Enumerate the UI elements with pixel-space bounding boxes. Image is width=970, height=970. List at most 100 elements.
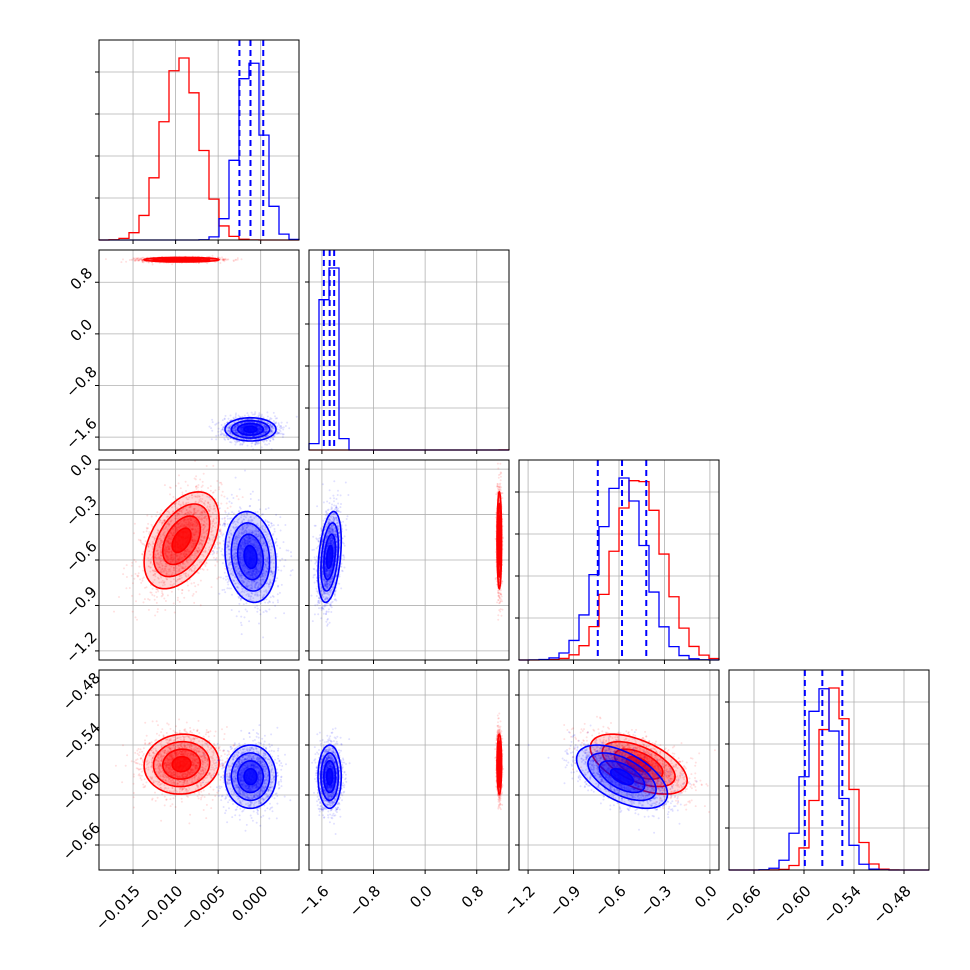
panel-grid <box>725 670 929 874</box>
red-contour <box>497 755 501 774</box>
panel-frame <box>728 669 930 871</box>
panel-frame <box>308 669 510 871</box>
scatter-panel-3-1 <box>311 712 505 835</box>
y-tick-label: −0.9 <box>62 583 100 621</box>
y-tick-label: 0.8 <box>67 264 97 294</box>
panel-grid <box>515 460 719 664</box>
blue-contour <box>243 544 258 570</box>
blue-density-fill <box>326 768 333 785</box>
panel-frame <box>518 459 720 661</box>
blue-contour <box>320 522 340 592</box>
x-tick-label: −0.9 <box>546 882 584 920</box>
red-contour <box>589 733 689 795</box>
scatter-panel-2-0 <box>113 460 294 639</box>
red-contour <box>613 748 664 781</box>
blue-contour <box>317 744 343 810</box>
y-tick-label: −1.2 <box>62 628 100 666</box>
y-tick-label: −0.48 <box>59 669 104 714</box>
y-tick-label: −0.6 <box>62 537 100 575</box>
x-axis-labels-3: −0.66 −0.60 −0.54 −0.48 <box>720 882 915 927</box>
y-tick-label: 0.0 <box>67 451 97 481</box>
x-tick-label: 0.8 <box>458 882 488 912</box>
histogram-panel-3 <box>729 670 929 871</box>
x-tick-label: −0.6 <box>591 882 629 920</box>
blue-contour <box>587 752 657 802</box>
x-axis-labels-2: −1.2 −0.9 −0.6 −0.3 0.0 <box>500 882 720 920</box>
red-contour <box>161 257 202 262</box>
blue-contour <box>325 544 334 570</box>
blue-histogram <box>99 62 300 241</box>
x-tick-label: −0.60 <box>770 882 815 927</box>
blue-contour <box>322 533 337 581</box>
x-tick-label: −0.005 <box>177 882 229 934</box>
blue-contour <box>575 744 669 810</box>
red-contour <box>171 755 192 773</box>
blue-histogram <box>729 688 929 871</box>
x-tick-label: −1.2 <box>500 882 538 920</box>
blue-density-fill <box>244 768 257 785</box>
red-contour <box>143 491 220 590</box>
panel-grid <box>95 460 299 664</box>
panel-frame <box>308 459 510 661</box>
x-tick-label: 0.000 <box>228 882 271 925</box>
panel-grid <box>305 250 509 454</box>
x-tick-label: −0.54 <box>820 882 865 927</box>
red-contour <box>171 258 192 262</box>
x-tick-label: −0.010 <box>134 882 186 934</box>
y-tick-label: −0.3 <box>62 492 100 530</box>
histogram-panel-1 <box>308 250 510 451</box>
x-tick-label: −0.48 <box>870 882 915 927</box>
blue-histogram <box>518 477 720 661</box>
y-axis-labels-2: −1.2 −0.9 −0.6 −0.3 0.0 <box>62 451 100 667</box>
y-tick-label: −0.60 <box>59 769 104 814</box>
red-contour <box>161 748 202 780</box>
scatter-panel-2-1 <box>310 462 505 627</box>
scatter-panel-3-0 <box>114 718 292 832</box>
panel-grid <box>95 250 299 454</box>
x-axis-labels-0: −0.015−0.010−0.005 0.000 <box>92 882 272 934</box>
blue-contour <box>224 416 277 442</box>
blue-contour <box>609 768 635 786</box>
blue-histogram <box>308 267 509 451</box>
blue-density-fill <box>244 545 257 569</box>
panel-grid <box>515 670 719 874</box>
y-tick-label: −0.8 <box>62 363 100 401</box>
red-density-fill <box>172 756 191 772</box>
blue-contour <box>230 752 271 802</box>
x-tick-label: −0.66 <box>720 882 765 927</box>
x-axis-labels-1: −1.6 −0.8 0.0 0.8 <box>294 882 487 920</box>
blue-contour <box>317 510 343 604</box>
scatter-panel-1-0 <box>104 254 298 450</box>
blue-contour <box>230 419 271 439</box>
x-tick-label: 0.0 <box>406 882 436 912</box>
blue-contour <box>236 422 265 437</box>
scatter-panel-3-2 <box>527 715 716 834</box>
x-tick-label: −1.6 <box>294 882 332 920</box>
blue-density-fill <box>610 768 634 785</box>
blue-contour <box>243 425 258 434</box>
blue-contour <box>230 522 271 592</box>
y-axis-labels-1: −1.6 −0.8 0.0 0.8 <box>62 264 100 453</box>
red-contour <box>143 733 220 795</box>
y-tick-label: −0.66 <box>59 819 104 864</box>
blue-contour <box>236 533 265 581</box>
x-tick-label: −0.8 <box>346 882 384 920</box>
red-density-fill <box>626 756 651 772</box>
red-contour <box>152 740 211 788</box>
blue-contour <box>598 760 646 794</box>
blue-contour <box>236 759 265 794</box>
histogram-panel-0 <box>98 40 300 241</box>
panel-frame <box>98 459 300 661</box>
y-tick-label: −1.6 <box>62 414 100 452</box>
red-contour <box>497 527 501 554</box>
y-tick-label: 0.0 <box>67 316 97 346</box>
panel-frame <box>98 39 300 241</box>
blue-contour <box>320 752 340 802</box>
red-contour <box>161 515 202 566</box>
y-tick-label: −0.54 <box>59 719 104 764</box>
panel-frame <box>308 249 510 451</box>
panel-frame <box>98 669 300 871</box>
x-tick-label: −0.015 <box>92 882 144 934</box>
blue-contour <box>224 744 277 810</box>
x-tick-label: −0.3 <box>637 882 675 920</box>
